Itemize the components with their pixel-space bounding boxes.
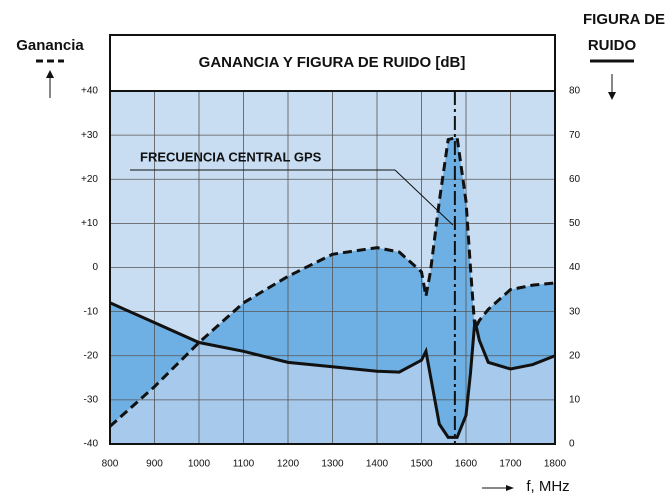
y-tick-label: +40 [81, 86, 98, 97]
y2-axis-label: RUIDO [588, 37, 637, 54]
x-tick-label: 1100 [233, 459, 255, 470]
y2-tick-label: 70 [569, 130, 581, 141]
x-tick-label: 900 [146, 459, 163, 470]
y2-axis-label: FIGURA DE [583, 11, 665, 28]
y-tick-label: -20 [84, 350, 99, 361]
x-axis-label: f, MHz [526, 478, 569, 495]
y-tick-label: -40 [84, 439, 99, 450]
x-tick-label: 1600 [455, 459, 478, 470]
y2-tick-label: 20 [569, 350, 581, 361]
x-tick-label: 1700 [499, 459, 522, 470]
x-tick-label: 1300 [321, 459, 344, 470]
y-tick-label: +10 [81, 218, 98, 229]
y-tick-label: 0 [92, 262, 98, 273]
x-arrow-head [506, 485, 514, 491]
annotation: FRECUENCIA CENTRAL GPS [140, 149, 322, 164]
x-tick-label: 1400 [366, 459, 389, 470]
chart-title: GANANCIA Y FIGURA DE RUIDO [dB] [199, 54, 466, 71]
series-line [109, 301, 556, 439]
x-tick-label: 1200 [277, 459, 300, 470]
title-box [109, 34, 556, 92]
y2-tick-label: 50 [569, 218, 581, 229]
y2-tick-label: 80 [569, 86, 581, 97]
y-axis-label: Ganancia [16, 37, 84, 54]
up-arrow-head [46, 70, 54, 78]
annotation-leader [394, 169, 454, 226]
y-tick-label: +20 [81, 174, 98, 185]
x-tick-label: 1500 [410, 459, 433, 470]
y-tick-label: -10 [84, 306, 99, 317]
y2-tick-label: 40 [569, 262, 581, 273]
y2-tick-label: 10 [569, 395, 581, 406]
plot-frame [109, 90, 556, 445]
x-tick-label: 800 [102, 459, 119, 470]
x-tick-label: 1800 [544, 459, 567, 470]
y2-tick-label: 60 [569, 174, 581, 185]
y2-tick-label: 30 [569, 306, 581, 317]
down-arrow-head [608, 92, 616, 100]
y-tick-label: +30 [81, 130, 98, 141]
x-tick-label: 1000 [188, 459, 211, 470]
y-tick-label: -30 [84, 395, 99, 406]
series-line [109, 135, 556, 428]
y2-tick-label: 0 [569, 439, 575, 450]
